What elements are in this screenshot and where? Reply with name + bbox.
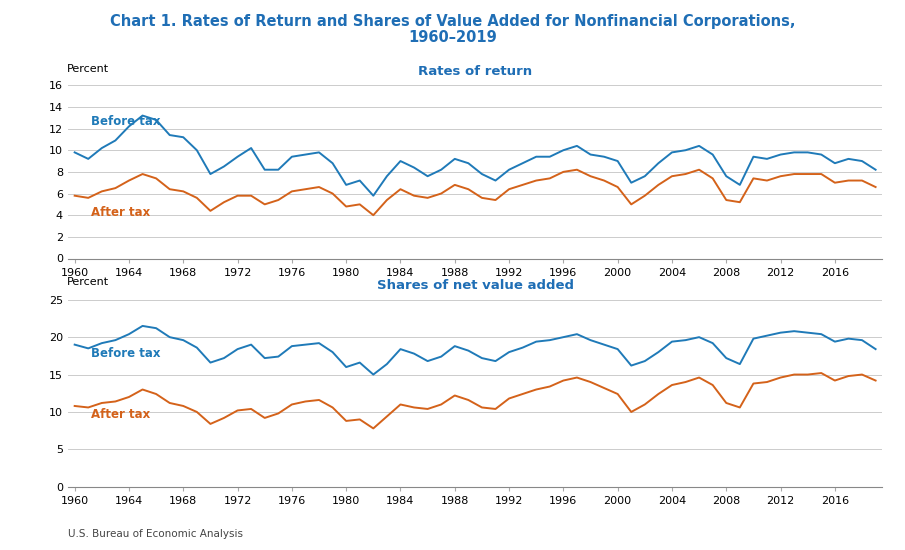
- Text: After tax: After tax: [91, 206, 150, 219]
- Text: Shares of net value added: Shares of net value added: [376, 279, 574, 292]
- Text: Before tax: Before tax: [91, 346, 160, 360]
- Text: Percent: Percent: [67, 277, 110, 287]
- Text: Rates of return: Rates of return: [418, 65, 532, 78]
- Text: Percent: Percent: [67, 64, 110, 74]
- Text: Before tax: Before tax: [91, 116, 160, 128]
- Text: 1960–2019: 1960–2019: [408, 30, 497, 45]
- Text: U.S. Bureau of Economic Analysis: U.S. Bureau of Economic Analysis: [68, 529, 243, 539]
- Text: Chart 1. Rates of Return and Shares of Value Added for Nonfinancial Corporations: Chart 1. Rates of Return and Shares of V…: [110, 14, 795, 29]
- Text: After tax: After tax: [91, 408, 150, 421]
